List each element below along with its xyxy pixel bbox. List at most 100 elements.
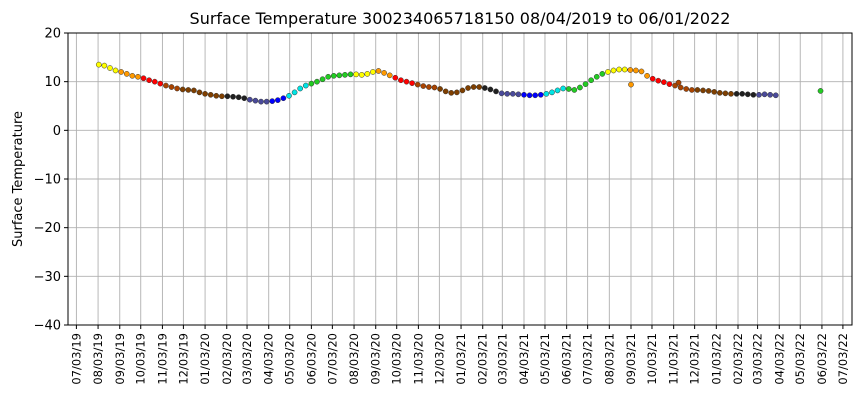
data-point [515, 91, 522, 98]
data-point [95, 61, 102, 68]
data-point [621, 66, 628, 73]
data-point [375, 68, 382, 74]
data-point [403, 78, 410, 85]
x-tick-label: 08/03/19 [91, 333, 105, 385]
data-point [409, 80, 415, 86]
data-point [370, 69, 376, 75]
data-point [616, 66, 622, 73]
data-point [543, 90, 550, 97]
data-point [772, 92, 779, 99]
data-point [269, 98, 276, 104]
data-point [549, 89, 555, 96]
x-tick-label: 01/03/22 [709, 333, 723, 385]
data-point [498, 90, 505, 97]
data-point [750, 91, 757, 98]
data-point [219, 93, 225, 100]
x-tick-label: 09/03/21 [624, 333, 638, 385]
x-tick-label: 02/03/22 [731, 333, 745, 385]
y-axis-label: Surface Temperature [11, 111, 26, 247]
data-point [437, 86, 443, 92]
data-point [196, 89, 203, 96]
data-point [493, 88, 499, 95]
data-point [252, 97, 259, 104]
y-tick-label: −20 [34, 221, 61, 236]
data-point [230, 93, 236, 100]
data-point [392, 74, 399, 81]
data-point [207, 91, 214, 98]
data-point [605, 69, 611, 75]
data-point [649, 75, 656, 82]
data-point [481, 85, 488, 91]
data-point [364, 71, 371, 77]
x-tick-label: 09/03/20 [369, 333, 383, 385]
x-tick-label: 03/03/21 [495, 333, 509, 385]
x-tick-label: 07/03/19 [69, 333, 83, 385]
x-tick-label: 09/03/19 [113, 333, 127, 385]
data-point [241, 95, 248, 102]
data-point [582, 81, 589, 87]
data-point [448, 90, 455, 96]
data-point [291, 89, 298, 96]
data-point [722, 90, 729, 97]
data-point [179, 86, 186, 93]
data-point [426, 84, 432, 90]
data-point [118, 69, 125, 75]
data-point [454, 89, 460, 96]
data-point [185, 87, 192, 93]
x-axis-ticks: 07/03/19 08/03/19 09/03/19 10/03/19 11/03/19… [69, 325, 850, 385]
data-point [191, 87, 197, 94]
data-point [694, 87, 701, 93]
data-point [123, 71, 130, 77]
data-point [532, 92, 539, 99]
data-point [168, 84, 175, 90]
data-point [347, 71, 354, 78]
data-point [274, 97, 281, 104]
data-point [135, 73, 141, 80]
data-point [431, 84, 438, 91]
data-point [358, 72, 365, 78]
chart-title: Surface Temperature 300234065718150 08/0… [190, 9, 731, 28]
x-tick-label: 03/03/22 [751, 333, 765, 385]
data-point [280, 95, 287, 102]
data-point [571, 87, 578, 93]
data-point [235, 94, 242, 101]
data-points [95, 61, 824, 105]
data-point [599, 71, 606, 77]
data-point [174, 85, 180, 92]
data-point [666, 81, 673, 87]
data-point [459, 87, 466, 94]
x-tick-label: 05/03/20 [283, 333, 297, 385]
data-point [756, 91, 762, 98]
data-point [314, 78, 320, 85]
data-point [465, 85, 471, 91]
x-tick-label: 05/03/21 [538, 333, 552, 385]
data-point [342, 72, 348, 78]
x-tick-label: 12/03/19 [176, 333, 190, 385]
data-point [675, 79, 682, 86]
x-tick-label: 04/03/20 [262, 333, 276, 385]
data-point [565, 86, 572, 92]
data-point [588, 77, 594, 84]
data-point [560, 85, 567, 92]
y-tick-label: 20 [44, 27, 61, 42]
data-point [297, 85, 304, 92]
x-tick-label: 04/03/22 [772, 333, 786, 385]
x-tick-label: 07/03/22 [836, 333, 850, 385]
x-tick-label: 11/03/20 [411, 333, 425, 385]
data-point [157, 80, 164, 87]
data-point [246, 96, 253, 103]
data-point [728, 90, 734, 97]
data-point [817, 88, 824, 94]
data-point [526, 92, 533, 99]
y-tick-label: 10 [44, 75, 61, 90]
data-point [537, 91, 544, 98]
x-tick-label: 06/03/22 [815, 333, 829, 385]
data-point [661, 79, 667, 86]
x-tick-label: 08/03/20 [347, 333, 361, 385]
x-tick-label: 11/03/19 [155, 333, 169, 385]
data-point [554, 87, 561, 94]
x-tick-label: 10/03/21 [645, 333, 659, 385]
x-tick-label: 01/03/20 [198, 333, 212, 385]
data-point [319, 76, 326, 83]
